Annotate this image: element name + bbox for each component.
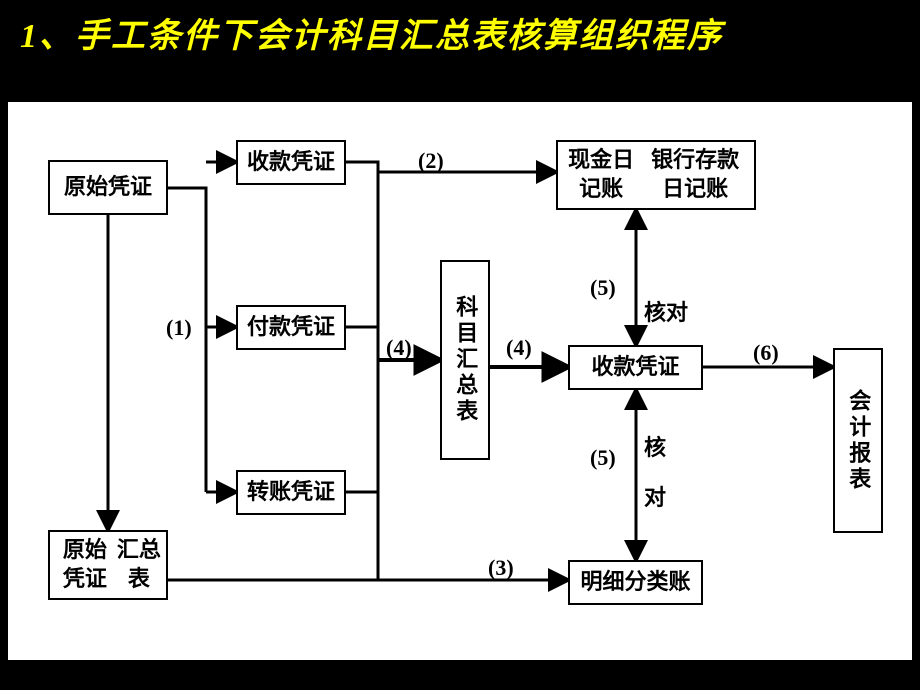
frame-top-line [8,100,912,102]
page-title: 1、手工条件下会计科目汇总表核算组织程序 [20,8,900,57]
node-n5: 转账凭证 [236,470,346,515]
frame-bottom-line [8,660,912,662]
node-n3: 收款凭证 [236,140,346,185]
node-n8: 收款凭证 [568,345,703,390]
edge-label: (4) [386,335,412,361]
edge-label: 核 [644,430,666,462]
node-n4: 付款凭证 [236,305,346,350]
flowchart-diagram: 原始凭证原始凭证汇总表收款凭证付款凭证转账凭证科目汇总表现金日记账银行存款日记账… [8,100,912,662]
edge-label: (4) [506,335,532,361]
node-n7: 现金日记账银行存款日记账 [556,140,756,210]
edge-label: (2) [418,148,444,174]
edge-label: 核对 [644,295,688,327]
edge-label: (1) [166,315,192,341]
edge-label: (5) [590,275,616,301]
edge-n3-merge [346,162,378,492]
edge-label: (5) [590,445,616,471]
edge-label: 对 [644,480,666,512]
edge-label: (3) [488,555,514,581]
edge-label: (6) [753,340,779,366]
node-n1: 原始凭证 [48,160,168,215]
node-n2: 原始凭证汇总表 [48,530,168,600]
node-n6: 科目汇总表 [440,260,490,460]
node-n10: 会计报表 [833,348,883,533]
node-n9: 明细分类账 [568,560,703,605]
